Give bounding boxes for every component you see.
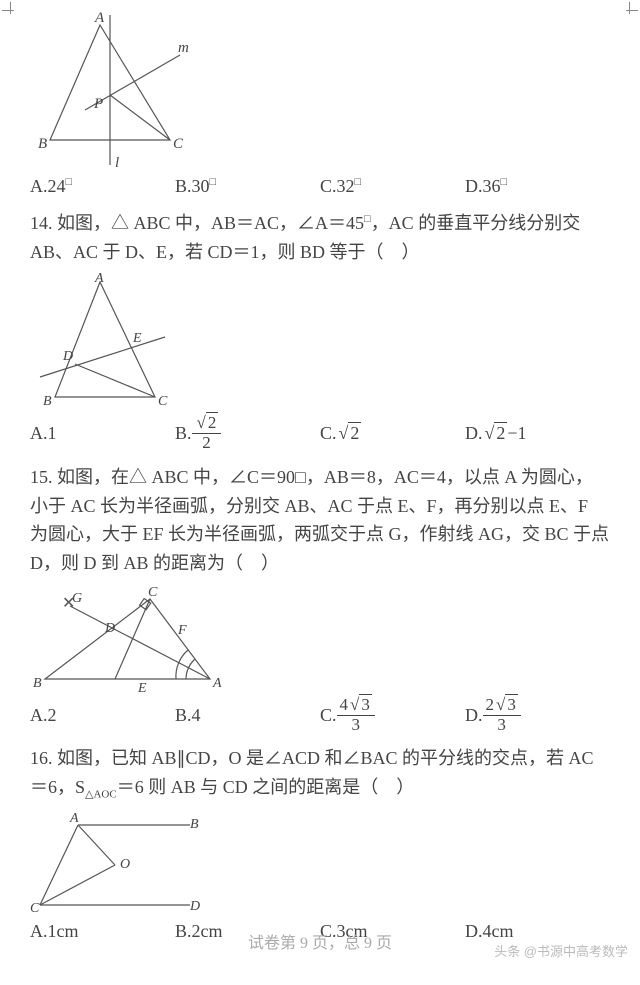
svg-text:B: B [43,394,52,409]
q15-option-d: D. 233 [465,696,610,734]
svg-text:E: E [132,331,142,346]
svg-text:A: A [69,811,79,826]
q14-option-d: D.2−1 [465,414,610,452]
q14-options: A.1 B. 22 C.2 D.2−1 [30,414,610,452]
svg-text:B: B [38,136,47,152]
svg-text:C: C [173,136,184,152]
q15-option-a: A.2 [30,696,175,734]
svg-text:D: D [189,899,200,914]
q15-diagram: ✕ A B C D E F G [30,584,230,694]
svg-text:m: m [178,40,189,56]
svg-text:E: E [137,681,147,694]
q14-option-c: C.2 [320,414,465,452]
q14-option-a: A.1 [30,414,175,452]
svg-text:A: A [94,10,105,26]
watermark: 头条 @书源中高考数学 [494,942,628,963]
svg-text:P: P [93,96,103,112]
svg-text:C: C [158,394,168,409]
q15-text: 15. 如图，在△ ABC 中，∠C＝90□，AB＝8，AC＝4，以点 A 为圆… [30,463,610,578]
q13-option-c: C.32□ [320,172,465,201]
q14-option-b: B. 22 [175,414,320,452]
svg-text:C: C [30,901,40,915]
svg-text:D: D [62,349,73,364]
q16-diagram: A B C D O [30,810,210,915]
svg-text:G: G [72,591,82,606]
q14-diagram: A B C D E [30,272,180,412]
svg-text:A: A [212,676,222,691]
crop-mark-tl [2,2,22,22]
svg-text:C: C [148,585,158,600]
svg-text:A: A [94,272,104,286]
q15-options: A.2 B.4 C. 433 D. 233 [30,696,610,734]
svg-text:D: D [104,621,115,636]
q15-option-b: B.4 [175,696,320,734]
svg-text:B: B [33,676,42,691]
crop-mark-tr [618,2,638,22]
q13-options: A.24□ B.30□ C.32□ D.36□ [30,172,610,201]
svg-text:O: O [120,857,130,872]
svg-text:l: l [115,155,119,170]
q13-diagram: A B C P m l [30,10,190,170]
svg-text:B: B [190,817,199,832]
q13-option-b: B.30□ [175,172,320,201]
q13-option-a: A.24□ [30,172,175,201]
svg-text:F: F [177,623,187,638]
q16-text: 16. 如图，已知 AB∥CD，O 是∠ACD 和∠BAC 的平分线的交点，若 … [30,744,610,804]
q14-text: 14. 如图，△ ABC 中，AB＝AC，∠A＝45□，AC 的垂直平分线分别交… [30,209,610,267]
q15-option-c: C. 433 [320,696,465,734]
q13-option-d: D.36□ [465,172,610,201]
